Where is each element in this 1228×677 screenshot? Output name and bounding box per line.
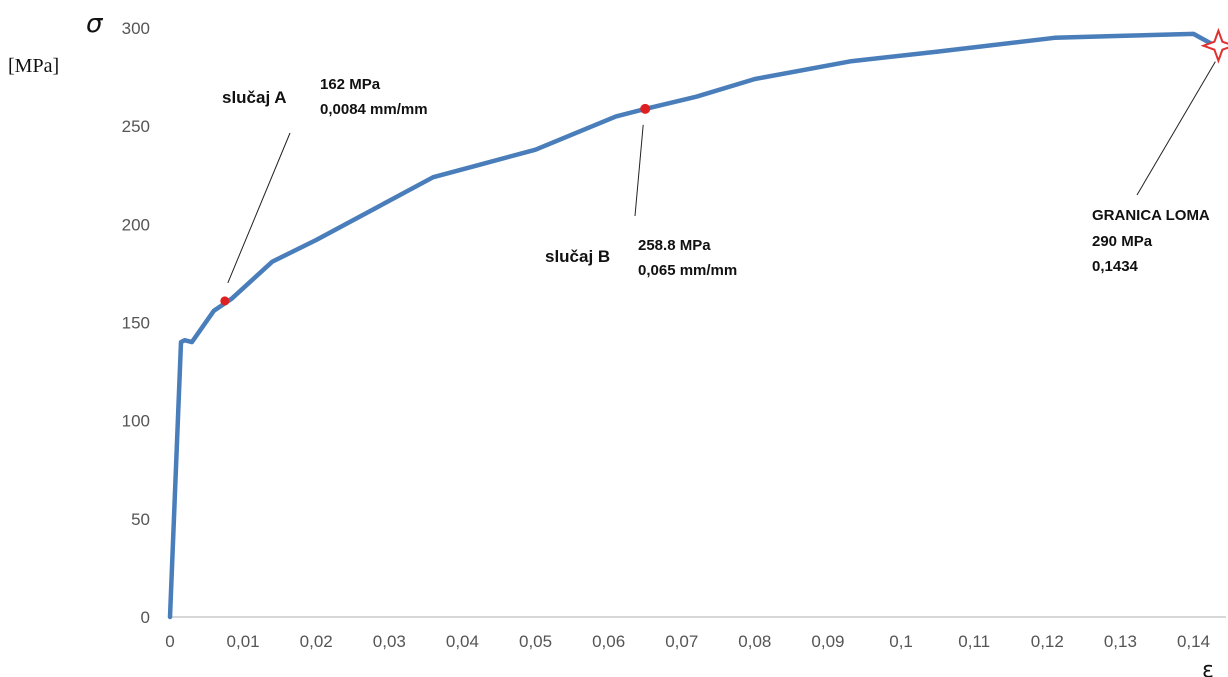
- annotation-b-strain: 0,065 mm/mm: [638, 262, 737, 279]
- x-tick-label: 0,13: [1104, 632, 1137, 651]
- marker-case-b: [640, 103, 651, 114]
- marker-case-a: [220, 296, 230, 306]
- x-tick-label: 0,14: [1177, 632, 1210, 651]
- y-tick-label: 100: [122, 412, 150, 431]
- annotation-fracture-leader-line: [1136, 61, 1216, 196]
- annotation-a-strain: 0,0084 mm/mm: [320, 101, 428, 118]
- annotation-fracture-strain: 0,1434: [1092, 258, 1139, 275]
- marker-fracture-star: [1200, 27, 1228, 64]
- y-tick-labels: 0 50 100 150 200 250 300: [122, 19, 150, 627]
- x-tick-label: 0,06: [592, 632, 625, 651]
- annotation-fracture-stress: 290 MPa: [1092, 233, 1153, 250]
- stress-strain-line: [167, 31, 1221, 620]
- annotation-a-stress: 162 MPa: [320, 76, 381, 93]
- y-tick-label: 200: [122, 215, 150, 234]
- y-tick-label: 250: [122, 117, 150, 136]
- x-tick-label: 0,02: [300, 632, 333, 651]
- x-tick-label: 0,01: [227, 632, 260, 651]
- annotations: slučaj A 162 MPa 0,0084 mm/mm slučaj B 2…: [222, 61, 1216, 284]
- x-tick-labels: 0 0,01 0,02 0,03 0,04 0,05 0,06 0,07 0,08 0,09 0,1…: [165, 632, 1210, 651]
- series-group: [167, 31, 1221, 620]
- x-tick-label: 0,03: [373, 632, 406, 651]
- annotation-b-leader-line: [634, 124, 644, 217]
- y-tick-label: 50: [131, 510, 150, 529]
- y-tick-label: 300: [122, 19, 150, 38]
- x-tick-label: 0,07: [665, 632, 698, 651]
- x-tick-label: 0,12: [1031, 632, 1064, 651]
- markers: [220, 27, 1228, 306]
- y-tick-label: 0: [141, 608, 150, 627]
- x-tick-label: 0,11: [958, 632, 990, 651]
- annotation-fracture-name: GRANICA LOMA: [1092, 207, 1210, 224]
- x-tick-label: 0: [165, 632, 174, 651]
- y-axis-symbol: σ: [86, 9, 104, 39]
- x-tick-label: 0,1: [889, 632, 913, 651]
- x-tick-label: 0,05: [519, 632, 552, 651]
- x-axis-symbol: ε: [1202, 658, 1214, 677]
- x-tick-label: 0,09: [811, 632, 844, 651]
- y-axis-unit: [MPa]: [8, 55, 59, 77]
- annotation-b-stress: 258.8 MPa: [638, 237, 711, 254]
- x-tick-label: 0,04: [446, 632, 479, 651]
- annotation-b-name: slučaj B: [545, 247, 610, 266]
- annotation-a-name: slučaj A: [222, 88, 287, 107]
- x-tick-label: 0,08: [738, 632, 771, 651]
- annotation-a-leader-line: [227, 132, 291, 284]
- y-tick-label: 150: [122, 314, 150, 333]
